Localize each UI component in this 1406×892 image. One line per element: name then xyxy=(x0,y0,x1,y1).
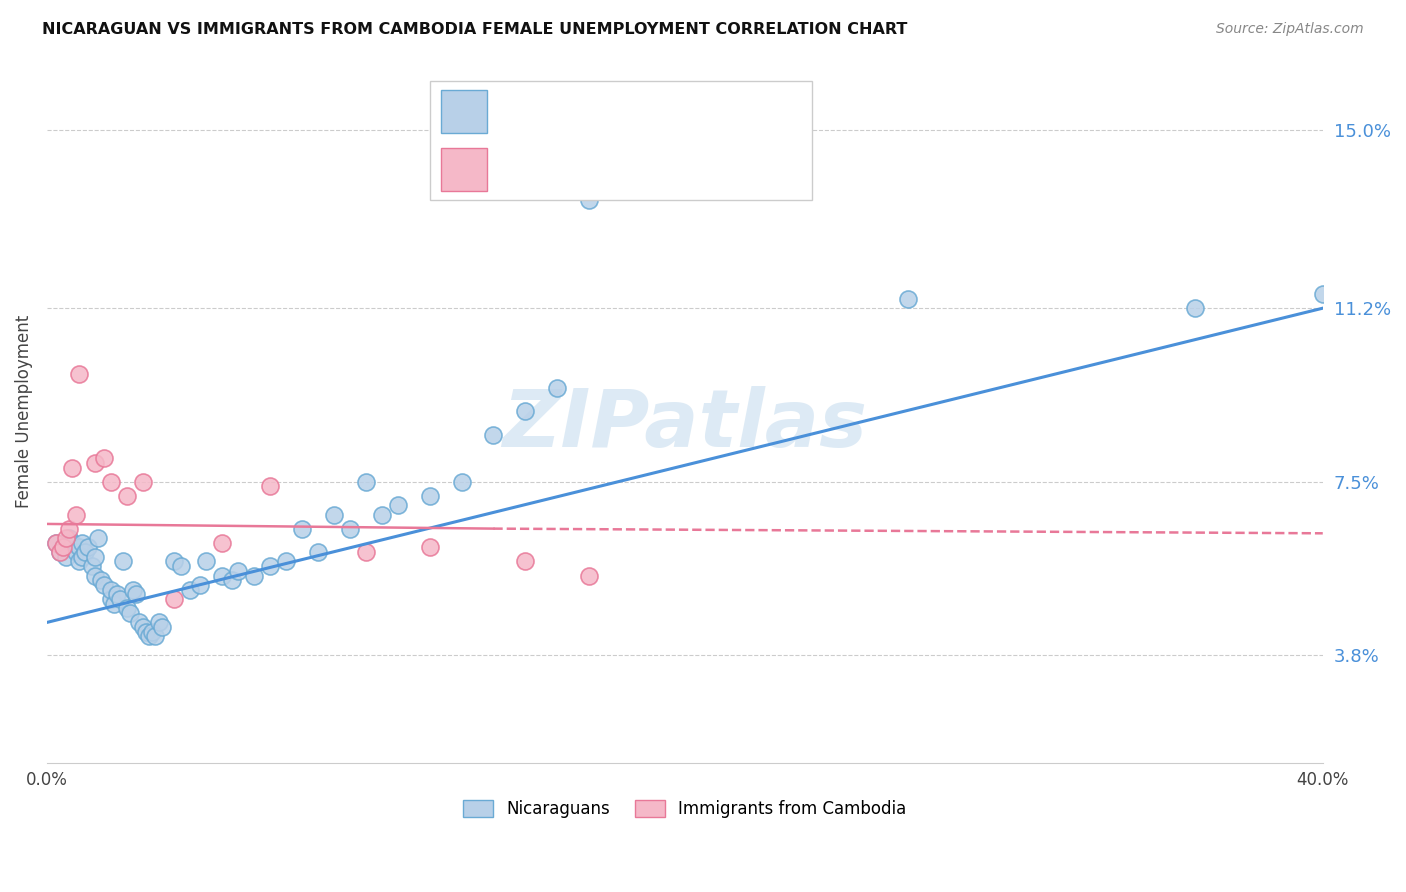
Point xyxy=(77,541,100,555)
Point xyxy=(515,554,537,568)
Point xyxy=(354,545,377,559)
Point xyxy=(179,582,201,597)
Point xyxy=(307,545,329,559)
Point xyxy=(291,522,314,536)
Point xyxy=(259,479,281,493)
Point xyxy=(67,367,90,381)
Point xyxy=(83,568,105,582)
Point xyxy=(226,564,249,578)
Point xyxy=(259,559,281,574)
Point xyxy=(67,541,90,555)
Point xyxy=(673,179,696,194)
Point xyxy=(105,587,128,601)
Point xyxy=(100,591,122,606)
Point xyxy=(55,549,77,564)
Point xyxy=(163,554,186,568)
Point xyxy=(211,568,233,582)
Point xyxy=(243,568,266,582)
Point xyxy=(58,522,80,536)
Point xyxy=(482,427,505,442)
Point xyxy=(578,194,600,208)
Point xyxy=(100,475,122,489)
Text: ZIPatlas: ZIPatlas xyxy=(502,386,868,465)
Point xyxy=(195,554,218,568)
Point xyxy=(578,568,600,582)
Point xyxy=(419,489,441,503)
Point xyxy=(48,545,70,559)
Point xyxy=(148,615,170,630)
Point xyxy=(45,535,67,549)
Point xyxy=(52,541,75,555)
Point xyxy=(221,573,243,587)
Y-axis label: Female Unemployment: Female Unemployment xyxy=(15,315,32,508)
Point xyxy=(354,475,377,489)
Text: NICARAGUAN VS IMMIGRANTS FROM CAMBODIA FEMALE UNEMPLOYMENT CORRELATION CHART: NICARAGUAN VS IMMIGRANTS FROM CAMBODIA F… xyxy=(42,22,907,37)
Point xyxy=(138,630,160,644)
Point xyxy=(60,460,83,475)
Point xyxy=(83,549,105,564)
Point xyxy=(1312,287,1334,301)
Point xyxy=(141,624,163,639)
Point xyxy=(67,554,90,568)
Point xyxy=(143,630,166,644)
Text: Source: ZipAtlas.com: Source: ZipAtlas.com xyxy=(1216,22,1364,37)
Point xyxy=(80,559,103,574)
Point xyxy=(103,597,125,611)
Point xyxy=(371,508,394,522)
Point xyxy=(211,535,233,549)
Point xyxy=(897,292,920,306)
Point xyxy=(45,535,67,549)
Point xyxy=(115,489,138,503)
Point xyxy=(1184,301,1206,315)
Point xyxy=(83,456,105,470)
Legend: Nicaraguans, Immigrants from Cambodia: Nicaraguans, Immigrants from Cambodia xyxy=(457,794,914,825)
Point xyxy=(87,531,110,545)
Point xyxy=(515,404,537,418)
Point xyxy=(58,531,80,545)
Point xyxy=(75,545,97,559)
Point xyxy=(70,535,93,549)
Point xyxy=(131,475,153,489)
Point xyxy=(274,554,297,568)
Point xyxy=(115,601,138,615)
Point xyxy=(60,535,83,549)
Point xyxy=(546,381,568,395)
Point xyxy=(112,554,135,568)
Point xyxy=(65,508,87,522)
Point xyxy=(100,582,122,597)
Point xyxy=(150,620,173,634)
Point xyxy=(52,541,75,555)
Point xyxy=(419,541,441,555)
Point xyxy=(131,620,153,634)
Point xyxy=(93,451,115,466)
Point xyxy=(387,498,409,512)
Point xyxy=(118,606,141,620)
Point xyxy=(323,508,346,522)
Point xyxy=(170,559,193,574)
Point xyxy=(93,578,115,592)
Point xyxy=(55,531,77,545)
Point xyxy=(450,475,472,489)
Point xyxy=(163,591,186,606)
Point xyxy=(128,615,150,630)
Point xyxy=(339,522,361,536)
Point xyxy=(188,578,211,592)
Point xyxy=(110,591,132,606)
Point xyxy=(125,587,148,601)
Point xyxy=(65,545,87,559)
Point xyxy=(48,545,70,559)
Point xyxy=(122,582,145,597)
Point xyxy=(70,549,93,564)
Point xyxy=(135,624,157,639)
Point xyxy=(90,573,112,587)
